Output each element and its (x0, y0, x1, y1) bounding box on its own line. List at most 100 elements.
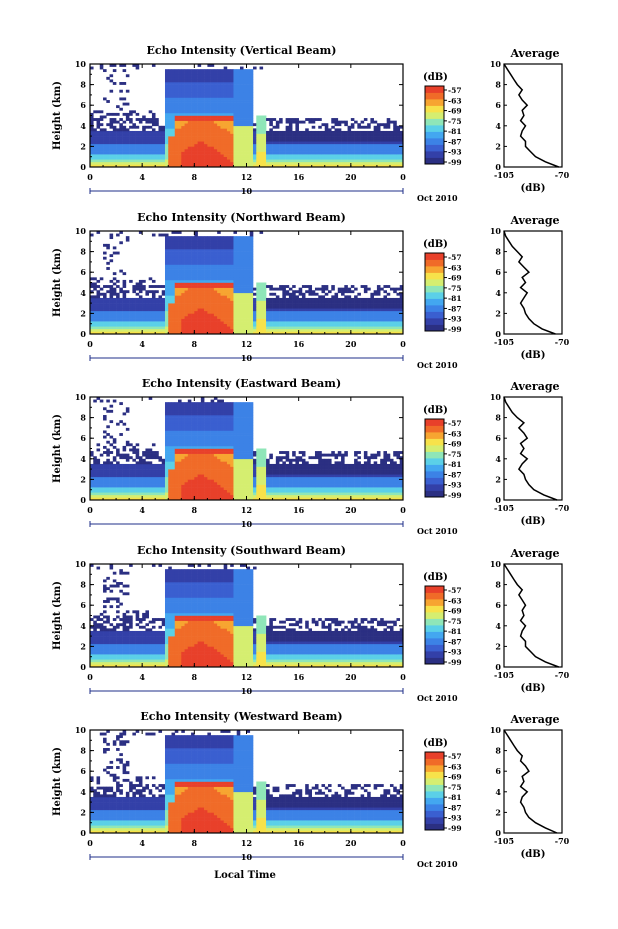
heatmap-cell (360, 164, 365, 168)
heatmap-cell (200, 274, 205, 278)
heatmap-cell (178, 313, 182, 317)
heatmap-cell (125, 313, 130, 317)
heatmap-cell (187, 310, 192, 314)
heatmap-cell (253, 148, 257, 152)
heatmap-cell (314, 143, 319, 147)
heatmap-cell (233, 321, 238, 325)
heatmap-cell (168, 279, 172, 283)
heatmap-cell (178, 107, 182, 111)
heatmap-cell (223, 125, 228, 129)
heatmap-cell (164, 118, 169, 121)
heatmap-cell (386, 308, 391, 312)
heatmap-cell (178, 243, 182, 247)
heatmap-cell (138, 328, 143, 332)
heatmap-cell (350, 290, 355, 294)
heatmap-cell (109, 463, 114, 467)
heatmap-cell (370, 300, 374, 304)
heatmap-cell (246, 112, 251, 116)
heatmap-cell (171, 141, 176, 145)
y-tick-label: 10 (75, 59, 87, 69)
heatmap-cell (383, 151, 387, 155)
heatmap-cell (204, 279, 208, 283)
heatmap-cell (194, 310, 198, 314)
heatmap-cell (200, 107, 205, 111)
heatmap-cell (239, 130, 244, 134)
heatmap-cell (236, 130, 241, 134)
heatmap-cell (181, 297, 185, 301)
heatmap-cell (236, 269, 241, 273)
heatmap-cell (389, 164, 394, 168)
heatmap-cell (344, 161, 348, 165)
heatmap-cell (106, 141, 110, 145)
heatmap-cell (200, 321, 205, 325)
heatmap-cell (191, 297, 195, 301)
heatmap-cell (236, 277, 241, 281)
heatmap-cell (112, 133, 117, 137)
heatmap-cell (178, 315, 182, 319)
heatmap-cell (308, 133, 313, 137)
heatmap-cell (279, 161, 283, 165)
heatmap-cell (90, 310, 94, 314)
heatmap-cell (347, 130, 352, 134)
heatmap-cell (259, 290, 264, 294)
heatmap-cell (230, 323, 234, 327)
heatmap-cell (99, 476, 104, 480)
heatmap-cell (285, 133, 290, 137)
heatmap-cell (233, 141, 238, 145)
heatmap-cell (213, 249, 218, 252)
heatmap-cell (184, 313, 189, 317)
heatmap-cell (194, 100, 198, 103)
heatmap-cell (116, 451, 120, 454)
heatmap-cell (256, 118, 260, 121)
colorbar-swatch (425, 131, 444, 139)
heatmap-cell (217, 94, 221, 98)
heatmap-cell (305, 133, 309, 137)
heatmap-cell (363, 331, 368, 335)
heatmap-cell (226, 141, 231, 145)
heatmap-cell (125, 318, 130, 322)
heatmap-cell (191, 287, 195, 291)
heatmap-cell (288, 156, 293, 160)
heatmap-cell (236, 89, 241, 93)
heatmap-cell (174, 300, 179, 304)
heatmap-cell (341, 143, 345, 147)
heatmap-cell (230, 282, 234, 286)
heatmap-cell (318, 323, 322, 327)
heatmap-cell (148, 310, 153, 314)
heatmap-cell (243, 146, 247, 150)
heatmap-cell (210, 243, 215, 247)
heatmap-cell (194, 112, 198, 116)
heatmap-cell (220, 87, 224, 91)
heatmap-cell (213, 156, 218, 160)
heatmap-cell (168, 154, 172, 158)
heatmap-cell (360, 297, 365, 301)
heatmap-cell (161, 164, 166, 168)
heatmap-cell (168, 84, 172, 88)
heatmap-cell (200, 100, 205, 103)
heatmap-cell (389, 297, 394, 301)
heatmap-cell (249, 146, 254, 150)
heatmap-cell (119, 159, 123, 163)
heatmap-cell (210, 118, 215, 121)
heatmap-cell (233, 84, 238, 88)
heatmap-cell (246, 246, 251, 250)
heatmap-cell (197, 279, 202, 283)
heatmap-cell (233, 254, 238, 258)
heatmap-cell (341, 292, 345, 296)
heatmap-cell (204, 277, 208, 281)
heatmap-cell (207, 328, 211, 332)
heatmap-cell (367, 313, 371, 317)
heatmap-cell (145, 297, 149, 301)
heatmap-cell (151, 297, 156, 301)
heatmap-cell (116, 303, 120, 306)
heatmap-cell (181, 156, 185, 160)
heatmap-cell (380, 315, 384, 319)
heatmap-cell (259, 164, 264, 168)
heatmap-cell (396, 130, 401, 134)
heatmap-cell (93, 143, 97, 147)
heatmap-cell (158, 154, 163, 158)
heatmap-cell (383, 123, 387, 127)
heatmap-cell (230, 141, 234, 145)
heatmap-cell (285, 313, 290, 317)
heatmap-cell (197, 110, 202, 114)
